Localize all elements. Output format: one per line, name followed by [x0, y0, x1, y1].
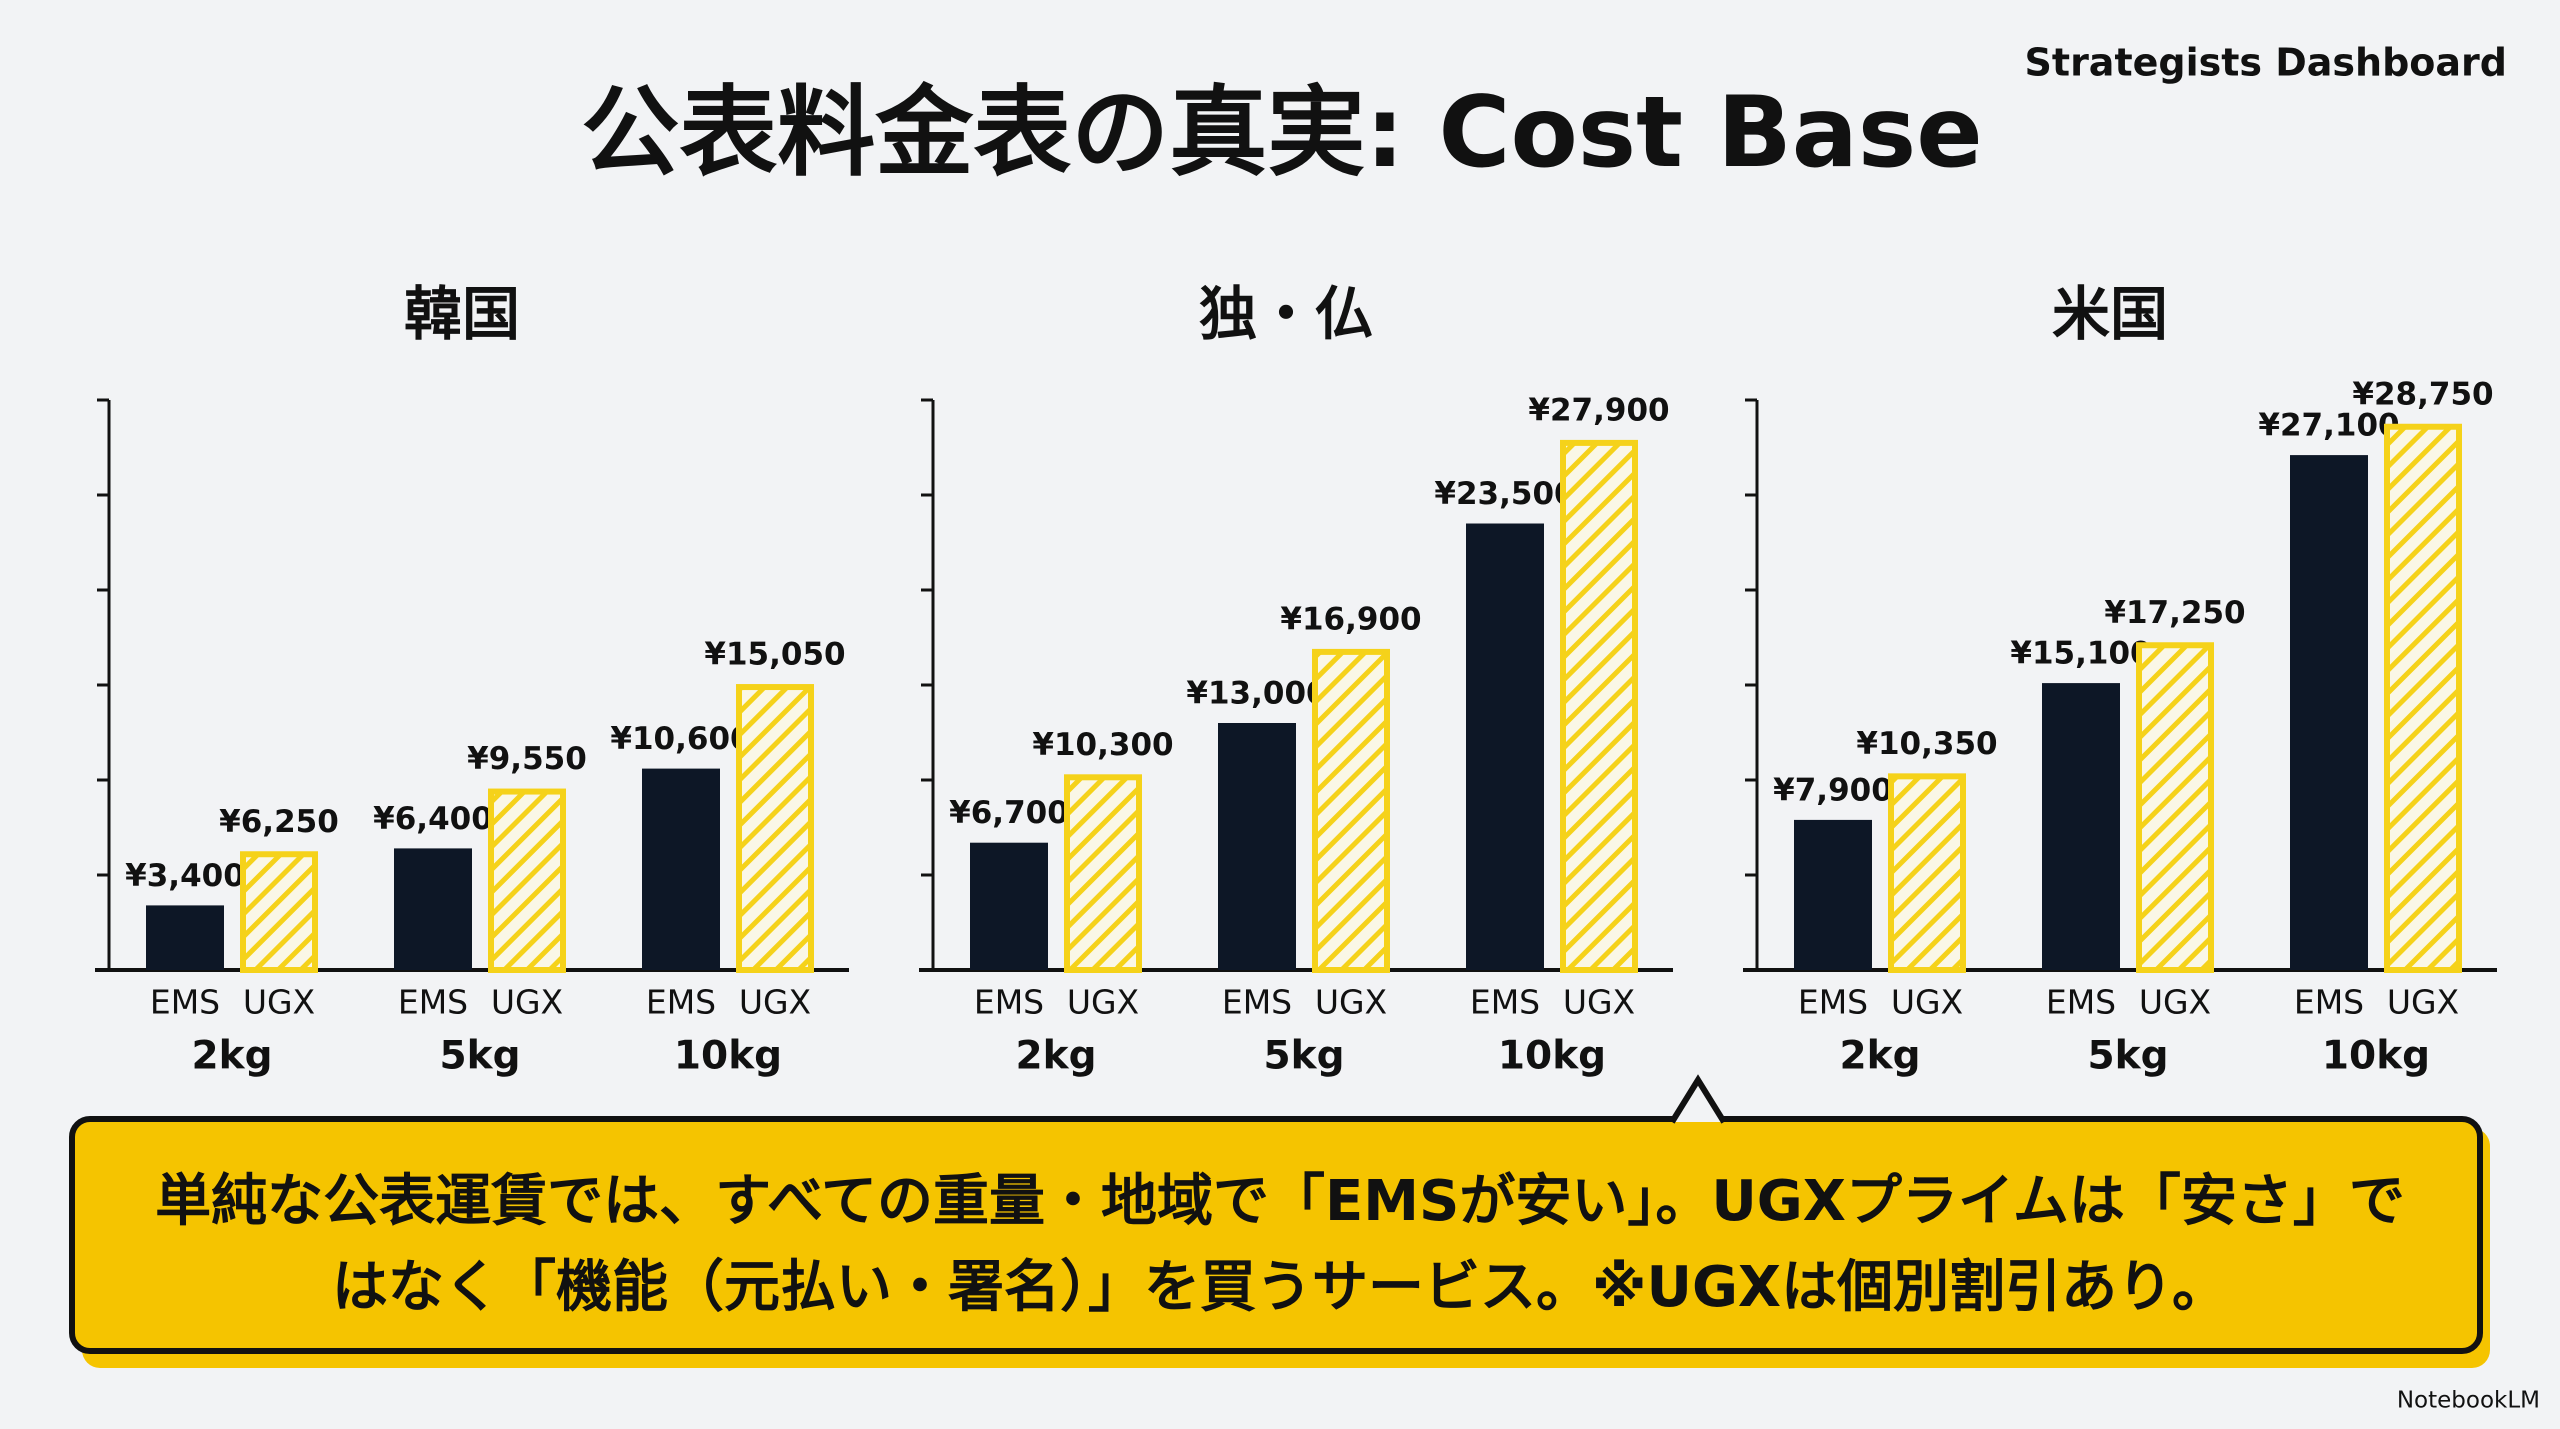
series-label: UGX	[491, 983, 563, 1022]
bar	[394, 848, 472, 970]
bar	[2042, 683, 2120, 970]
value-label: ¥7,900	[1773, 772, 1893, 808]
value-label: ¥6,250	[219, 804, 339, 840]
callout-text: 単純な公表運賃では、すべての重量・地域で「EMSが安い」。UGXプライムは「安さ…	[155, 1169, 2405, 1320]
chart-title: 韓国	[404, 280, 520, 348]
value-label: ¥15,050	[704, 637, 845, 673]
series-label: UGX	[1891, 983, 1963, 1022]
value-label: ¥27,900	[1528, 392, 1669, 428]
bar	[1466, 523, 1544, 970]
x-category-label: 10kg	[1498, 1034, 1606, 1079]
value-label: ¥27,100	[2258, 408, 2399, 444]
value-label: ¥3,400	[125, 858, 245, 894]
footer: NotebookLM	[2397, 1388, 2540, 1414]
series-label: EMS	[1222, 983, 1292, 1022]
bar	[642, 768, 720, 970]
value-label: ¥16,900	[1280, 601, 1421, 637]
series-label: EMS	[1470, 983, 1540, 1022]
series-label: EMS	[150, 983, 220, 1022]
value-label: ¥10,300	[1032, 727, 1173, 763]
series-label: EMS	[1798, 983, 1868, 1022]
series-label: UGX	[739, 983, 811, 1022]
bar	[146, 905, 224, 970]
chart-title: 米国	[2052, 280, 2168, 348]
series-label: EMS	[2294, 983, 2364, 1022]
bar	[1794, 819, 1872, 970]
value-label: ¥23,500	[1434, 476, 1575, 512]
bar	[1888, 773, 1966, 973]
value-label: ¥6,700	[949, 795, 1069, 831]
x-category-label: 2kg	[192, 1034, 273, 1079]
series-label: UGX	[1067, 983, 1139, 1022]
series-label: UGX	[1315, 983, 1387, 1022]
bar	[1312, 648, 1390, 974]
bar	[1064, 774, 1142, 973]
bar	[736, 684, 814, 973]
value-label: ¥13,000	[1186, 676, 1327, 712]
slide-title: 公表料金表の真実: Cost Base	[581, 76, 1982, 190]
series-label: EMS	[974, 983, 1044, 1022]
callout-box	[69, 1116, 2483, 1354]
chart-title: 独・仏	[1199, 280, 1373, 348]
series-label: EMS	[646, 983, 716, 1022]
callout-pointer	[1669, 1074, 1727, 1124]
value-label: ¥10,600	[610, 721, 751, 757]
value-label: ¥15,100	[2010, 636, 2151, 672]
x-category-label: 10kg	[2322, 1034, 2430, 1079]
series-label: UGX	[243, 983, 315, 1022]
value-label: ¥6,400	[373, 801, 493, 837]
series-label: EMS	[398, 983, 468, 1022]
value-label: ¥9,550	[467, 741, 587, 777]
bar	[488, 788, 566, 973]
series-label: UGX	[2387, 983, 2459, 1022]
bar	[970, 842, 1048, 970]
header: Strategists Dashboard	[2025, 41, 2507, 85]
value-label: ¥17,250	[2104, 595, 2245, 631]
bar	[2136, 642, 2214, 973]
x-category-label: 5kg	[1264, 1034, 1345, 1079]
bar	[240, 851, 318, 973]
bar	[2290, 455, 2368, 971]
x-category-label: 5kg	[2088, 1034, 2169, 1079]
series-label: UGX	[2139, 983, 2211, 1022]
x-category-label: 2kg	[1840, 1034, 1921, 1079]
series-label: EMS	[2046, 983, 2116, 1022]
value-label: ¥28,750	[2352, 376, 2493, 412]
x-category-label: 10kg	[674, 1034, 782, 1079]
series-label: UGX	[1563, 983, 1635, 1022]
bar	[1560, 439, 1638, 973]
x-category-label: 5kg	[440, 1034, 521, 1079]
bar	[2384, 423, 2462, 973]
value-label: ¥10,350	[1856, 726, 1997, 762]
x-category-label: 2kg	[1016, 1034, 1097, 1079]
bar	[1218, 723, 1296, 970]
